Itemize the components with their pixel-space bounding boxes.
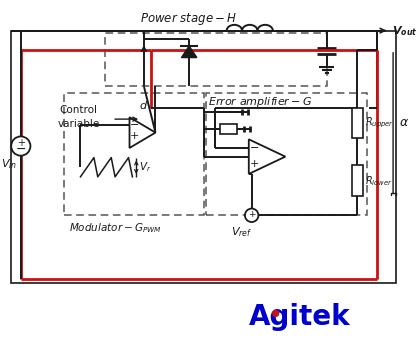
Text: +: + — [248, 210, 255, 219]
Text: $\mathit{V}_{ref}$: $\mathit{V}_{ref}$ — [231, 225, 253, 239]
Text: −: − — [250, 143, 259, 153]
Bar — [64, 93, 204, 215]
Text: $\mathit{Error\ amplifier - G}$: $\mathit{Error\ amplifier - G}$ — [208, 95, 312, 109]
Text: +: + — [17, 138, 25, 148]
Text: $\mathit{V}_{in}$: $\mathit{V}_{in}$ — [1, 158, 17, 171]
Text: $\mathit{V}_r$: $\mathit{V}_r$ — [139, 160, 152, 174]
Text: $\mathit{R}_{lower}$: $\mathit{R}_{lower}$ — [365, 174, 393, 188]
Bar — [205, 93, 367, 215]
Circle shape — [11, 136, 30, 156]
Text: $\bfit{V}_{out}$: $\bfit{V}_{out}$ — [392, 24, 417, 38]
Bar — [352, 165, 363, 196]
Text: $\alpha$: $\alpha$ — [399, 117, 409, 129]
Text: variable: variable — [58, 119, 100, 129]
Text: Agitek: Agitek — [249, 303, 351, 331]
Text: Control: Control — [60, 105, 97, 115]
Polygon shape — [181, 46, 197, 58]
Bar — [11, 31, 396, 283]
Text: −: − — [16, 144, 26, 156]
Text: +: + — [250, 159, 259, 169]
Bar — [352, 108, 363, 138]
Text: $\mathit{Modulator - G}_{\mathit{PWM}}$: $\mathit{Modulator - G}_{\mathit{PWM}}$ — [69, 221, 162, 235]
Text: −: − — [130, 120, 139, 130]
Polygon shape — [249, 139, 285, 174]
Circle shape — [273, 310, 278, 316]
Text: $\mathit{d}$: $\mathit{d}$ — [139, 99, 148, 111]
Text: $\mathit{Power\ stage - H}$: $\mathit{Power\ stage - H}$ — [141, 11, 238, 27]
Bar — [220, 124, 237, 134]
Bar — [105, 32, 327, 86]
Polygon shape — [129, 117, 155, 148]
Text: $\mathit{R}_{upper}$: $\mathit{R}_{upper}$ — [365, 116, 394, 130]
Text: +: + — [130, 131, 139, 141]
Circle shape — [245, 209, 258, 222]
